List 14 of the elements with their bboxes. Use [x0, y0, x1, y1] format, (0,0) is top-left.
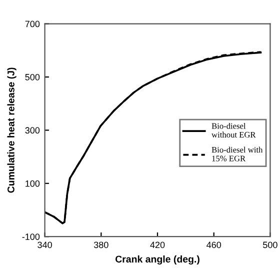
legend-label: Bio-diesel with 15% EGR [212, 146, 263, 162]
legend-label: Bio-diesel without EGR [212, 122, 256, 138]
x-tick-label: 340 [38, 242, 52, 248]
y-tick-label: -100 [22, 234, 40, 240]
x-tick-label: 420 [150, 242, 165, 248]
y-axis-title: Cumulative heat release (J) [7, 68, 16, 193]
y-tick-label: 100 [26, 180, 40, 187]
y-tick-label: 500 [25, 74, 40, 80]
y-tick-label: 300 [25, 127, 40, 134]
x-tick-label: 460 [206, 242, 222, 248]
x-tick-label: 380 [94, 242, 108, 248]
y-tick-label: 700 [25, 20, 40, 28]
x-tick-label: 500 [263, 242, 278, 248]
x-axis-title: Crank angle (deg.) [115, 255, 200, 265]
